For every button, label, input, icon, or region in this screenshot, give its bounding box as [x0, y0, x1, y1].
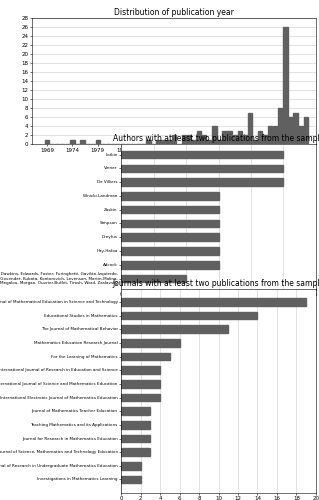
Bar — [192, 140, 196, 144]
Text: a): a) — [169, 170, 178, 178]
Text: b): b) — [214, 314, 223, 322]
Bar — [121, 421, 151, 428]
Bar — [121, 275, 186, 282]
Bar — [121, 435, 151, 442]
Bar — [233, 135, 237, 144]
Bar — [121, 394, 160, 402]
Bar — [299, 126, 303, 144]
Bar — [121, 408, 151, 415]
Bar — [273, 126, 278, 144]
Bar — [146, 140, 151, 144]
Bar — [238, 130, 242, 144]
Bar — [121, 206, 219, 214]
Bar — [167, 140, 171, 144]
Bar — [202, 135, 206, 144]
Bar — [121, 164, 283, 172]
Bar — [121, 234, 219, 241]
Bar — [121, 312, 257, 320]
Title: Authors with at least two publications from the sample: Authors with at least two publications f… — [113, 134, 319, 143]
Bar — [121, 298, 306, 306]
Bar — [121, 353, 170, 360]
Title: Journals with at least two publications from the sample: Journals with at least two publications … — [113, 279, 319, 288]
Bar — [283, 26, 287, 144]
Bar — [70, 140, 75, 144]
Bar — [45, 140, 49, 144]
Bar — [217, 140, 222, 144]
Bar — [263, 135, 267, 144]
Bar — [172, 135, 176, 144]
Bar — [121, 220, 219, 227]
Bar — [227, 130, 232, 144]
Bar — [157, 140, 161, 144]
Bar — [293, 112, 298, 144]
Title: Distribution of publication year: Distribution of publication year — [114, 8, 234, 16]
Bar — [121, 326, 228, 333]
Bar — [243, 135, 247, 144]
Bar — [207, 140, 211, 144]
Bar — [121, 476, 141, 483]
Bar — [161, 140, 166, 144]
Bar — [187, 135, 191, 144]
Bar — [121, 178, 283, 186]
Bar — [268, 126, 272, 144]
Bar — [121, 339, 180, 346]
Bar — [121, 150, 283, 158]
Bar — [96, 140, 100, 144]
Bar — [248, 112, 252, 144]
Bar — [80, 140, 85, 144]
Bar — [121, 366, 160, 374]
Bar — [258, 130, 262, 144]
Bar — [222, 130, 227, 144]
Bar — [121, 261, 219, 268]
Bar — [121, 448, 151, 456]
Bar — [121, 462, 141, 469]
Bar — [278, 108, 283, 144]
Bar — [197, 130, 201, 144]
Bar — [182, 135, 186, 144]
Bar — [212, 126, 217, 144]
Bar — [288, 117, 293, 144]
Bar — [253, 140, 257, 144]
Bar — [121, 247, 219, 255]
Bar — [303, 117, 308, 144]
Bar — [121, 380, 160, 388]
Bar — [121, 192, 219, 200]
